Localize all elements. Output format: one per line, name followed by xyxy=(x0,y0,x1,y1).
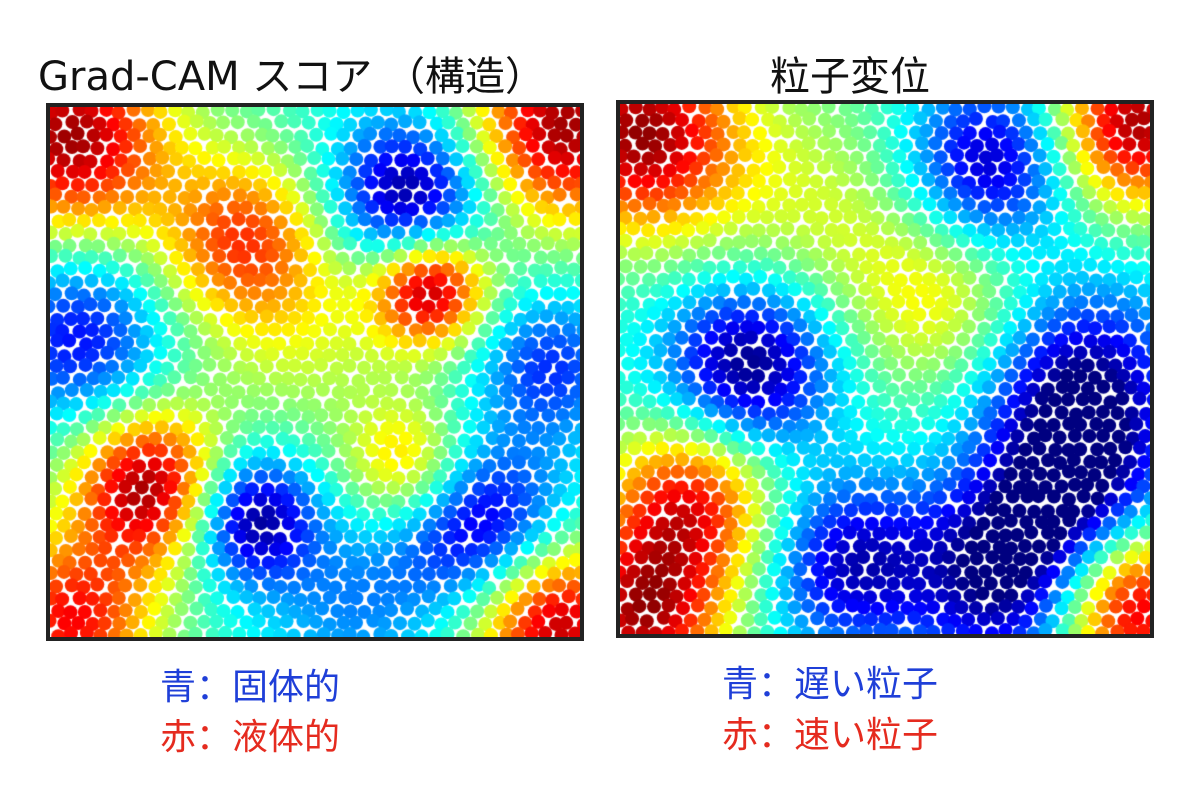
grad-cam-title: Grad-CAM スコア （構造） xyxy=(38,54,546,100)
displacement-title: 粒子変位 xyxy=(770,54,930,100)
grad-cam-heatmap-panel xyxy=(46,103,584,641)
left-legend-red: 赤：液体的 xyxy=(160,717,341,758)
displacement-particle-map xyxy=(620,104,1150,634)
right-legend-red: 赤：速い粒子 xyxy=(722,715,939,756)
displacement-heatmap-panel xyxy=(616,100,1154,638)
right-legend-blue: 青：遅い粒子 xyxy=(722,664,939,705)
left-legend-blue: 青：固体的 xyxy=(160,667,341,708)
grad-cam-particle-map xyxy=(50,107,580,637)
